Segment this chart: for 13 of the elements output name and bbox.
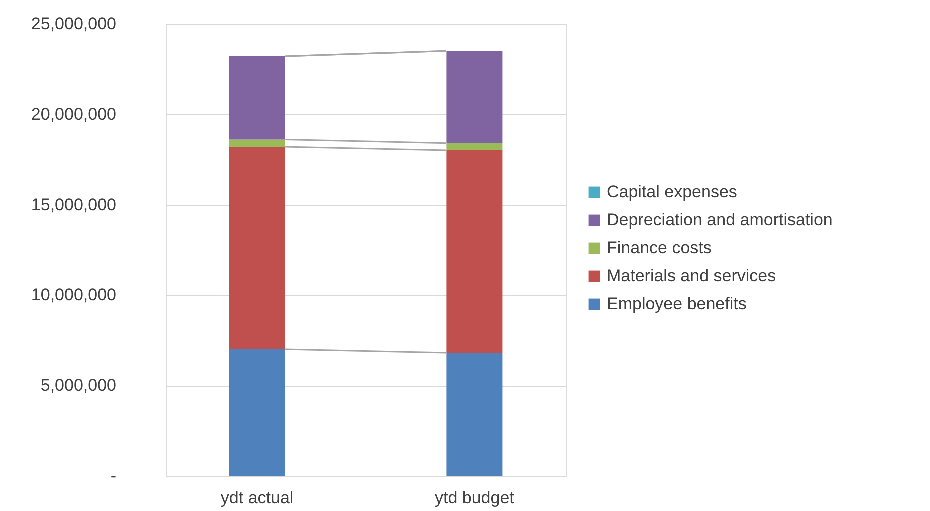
x-tick-label: ytd budget <box>434 488 515 508</box>
legend-label: Employee benefits <box>607 294 747 314</box>
legend-label: Depreciation and amortisation <box>607 210 833 230</box>
x-tick-label: ydt actual <box>220 488 294 508</box>
y-tick-label: 5,000,000 <box>40 376 116 396</box>
legend-label: Materials and services <box>607 266 776 286</box>
y-tick-label: 15,000,000 <box>31 195 116 214</box>
y-tick-label: 20,000,000 <box>31 104 116 124</box>
y-tick-label: 25,000,000 <box>31 14 116 34</box>
y-tick-label: - <box>110 466 116 486</box>
legend-label: Capital expenses <box>607 182 738 202</box>
legend-label: Finance costs <box>607 238 712 258</box>
y-tick-label: 10,000,000 <box>31 286 116 305</box>
